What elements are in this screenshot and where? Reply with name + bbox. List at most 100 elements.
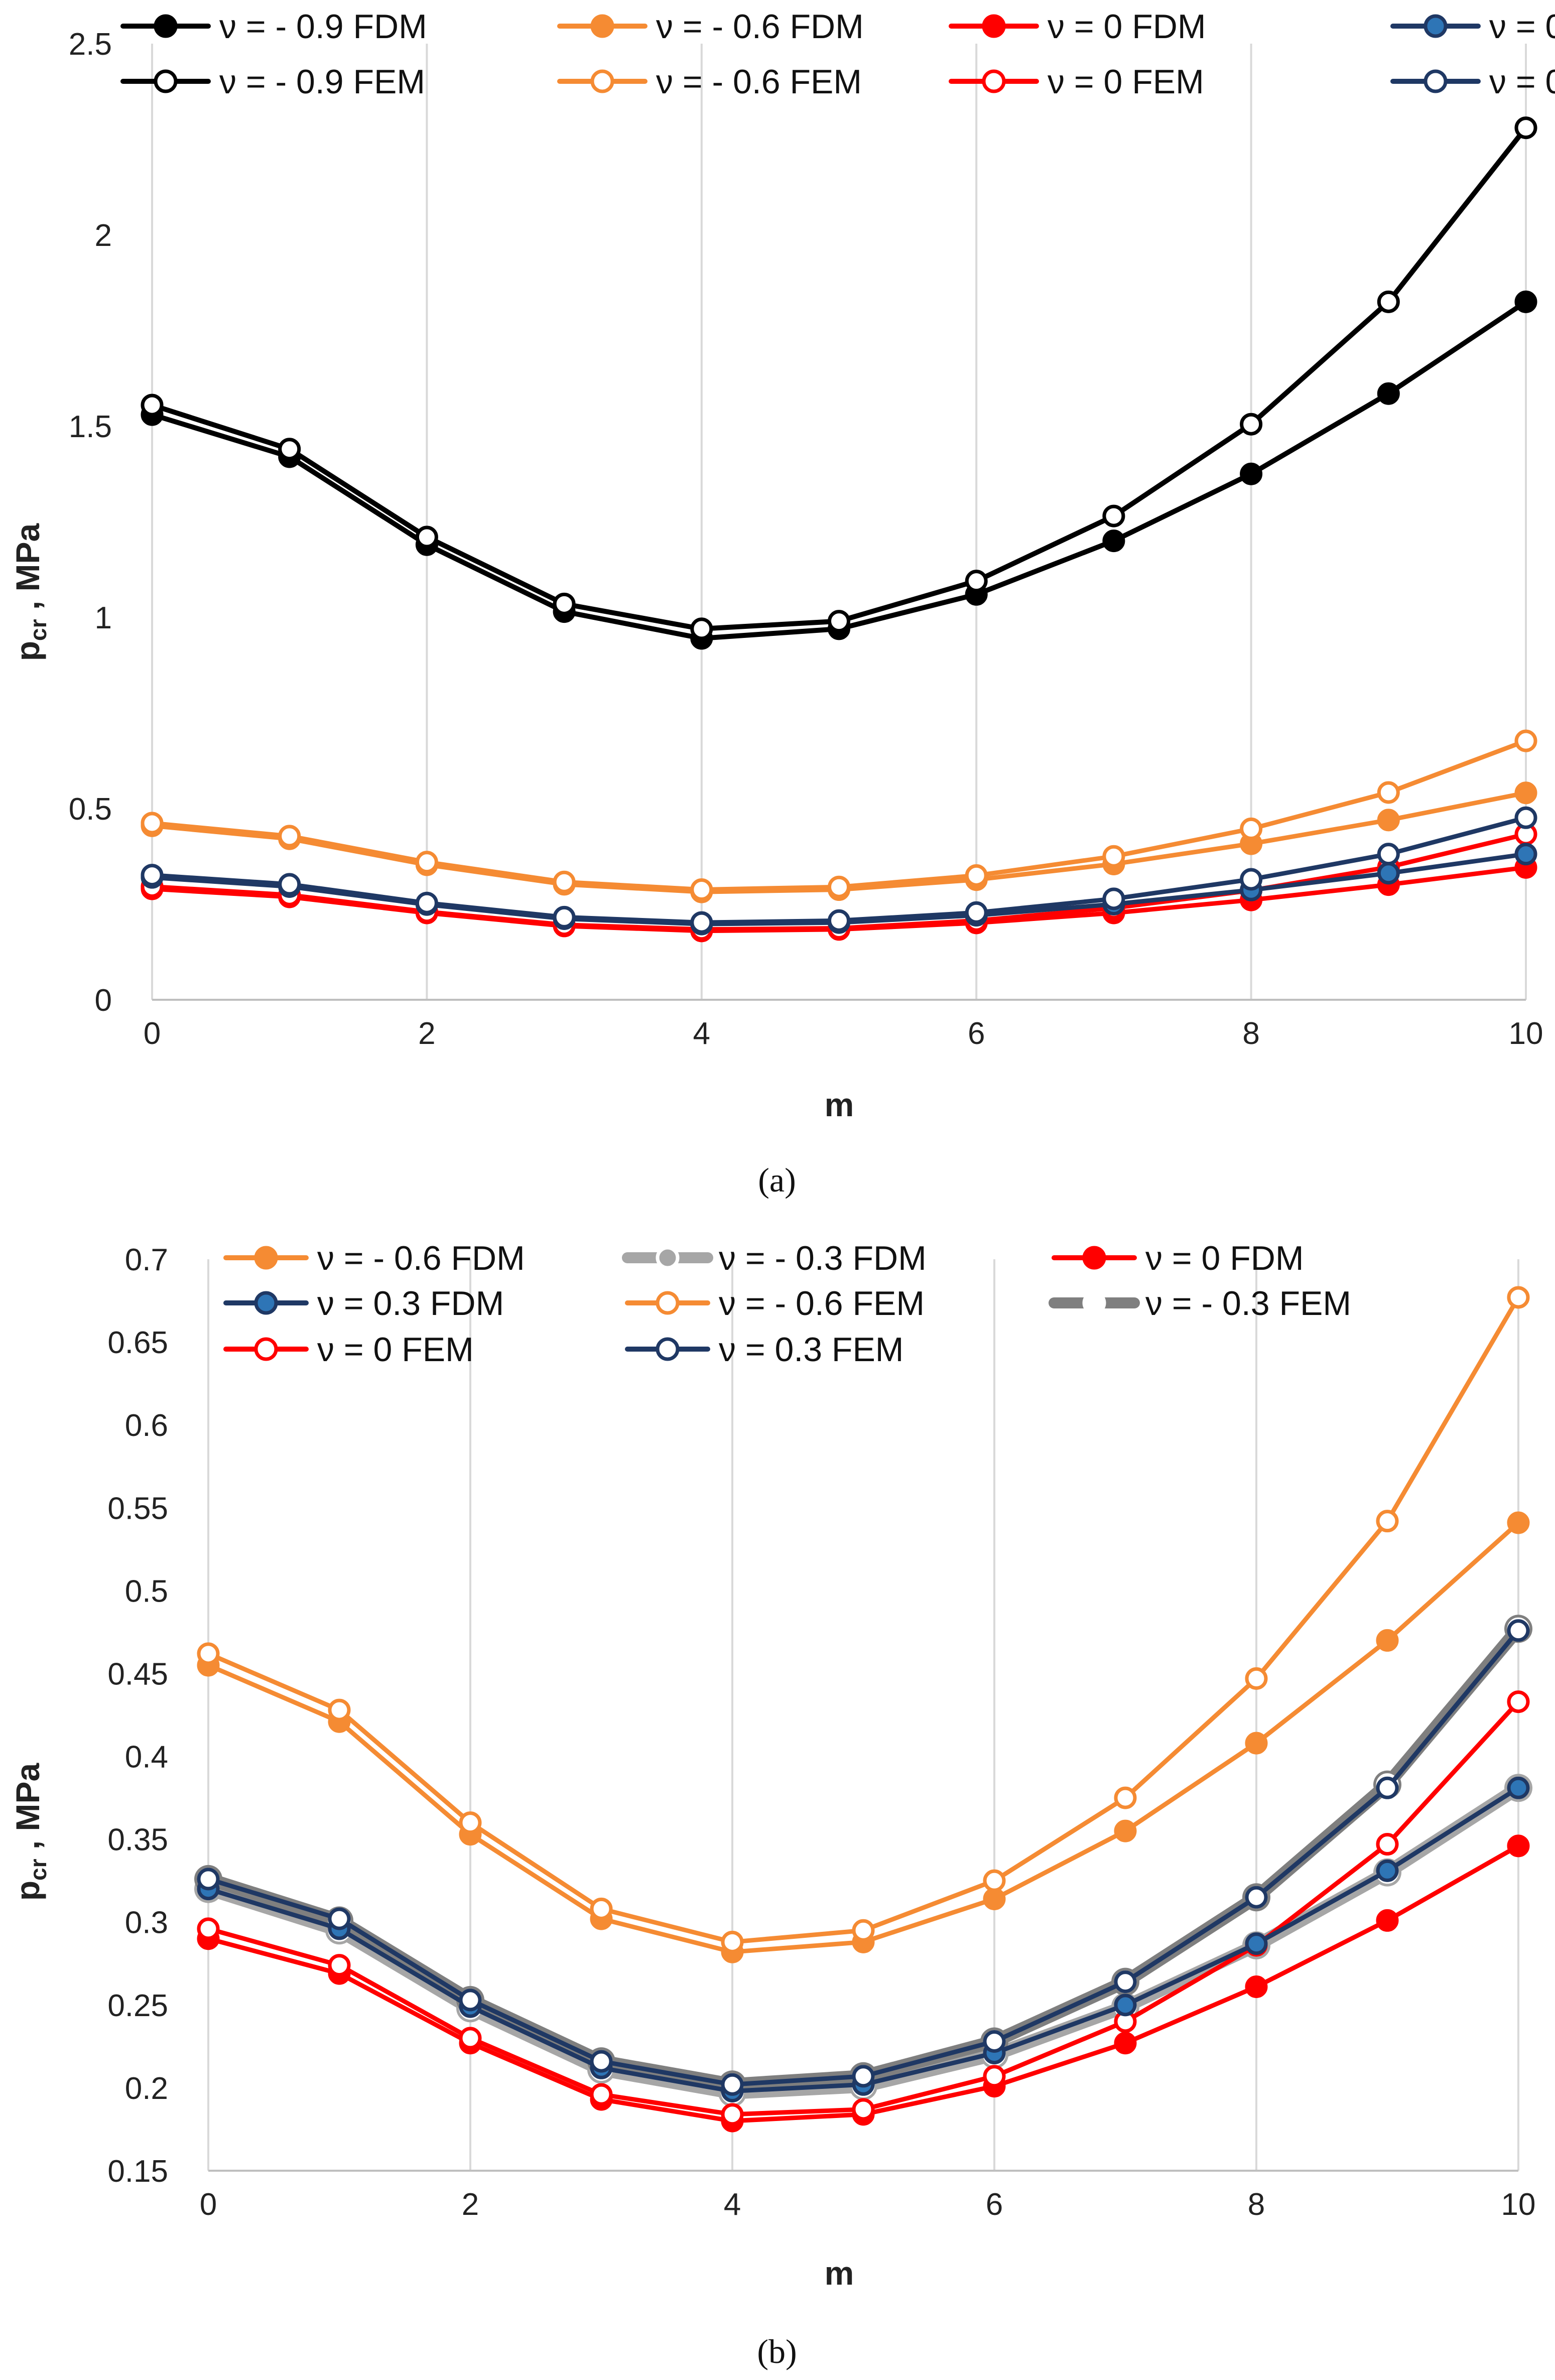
data-point <box>1114 1786 1137 1809</box>
data-point <box>721 2073 744 2096</box>
legend-label: ν = 0.3 FDM <box>317 1284 504 1323</box>
data-point <box>1245 1975 1268 1998</box>
legend-swatch-marker <box>254 1291 278 1315</box>
data-point <box>459 2027 482 2050</box>
y-tick-label: 0.5 <box>69 792 112 827</box>
data-point <box>1377 290 1400 313</box>
data-point <box>1114 1970 1137 1994</box>
data-point <box>965 901 988 924</box>
data-point <box>1376 1859 1399 1882</box>
legend-item: ν = - 0.9 FDM <box>120 8 427 46</box>
series-group-b <box>194 1286 1532 2133</box>
data-point <box>1102 845 1125 868</box>
data-point <box>459 1989 482 2012</box>
x-tick-label: 10 <box>1509 1016 1543 1051</box>
x-tick-label: 10 <box>1501 2187 1536 2222</box>
data-point <box>590 2050 613 2073</box>
y-tick-label: 0.25 <box>107 1989 168 2023</box>
data-point <box>1245 1732 1268 1755</box>
data-point <box>1376 1776 1399 1799</box>
legend-item: ν = 0.3 FDM <box>1390 8 1555 46</box>
data-point <box>1514 781 1537 805</box>
data-point <box>1507 1511 1530 1534</box>
series-n06_fem <box>141 729 1537 901</box>
legend-label: ν = - 0.9 FEM <box>219 63 425 101</box>
y-tick-label: 2.5 <box>69 27 112 62</box>
data-point <box>1240 817 1263 840</box>
y-tick-label: 0.3 <box>125 1906 168 1940</box>
data-point <box>1377 809 1400 832</box>
data-point <box>1507 1619 1530 1642</box>
data-point <box>415 891 438 914</box>
x-tick-label: 6 <box>986 2187 1003 2222</box>
series-n06_fem <box>197 1286 1530 1953</box>
x-tick-label: 2 <box>462 2187 479 2222</box>
legend-swatch-marker <box>656 1291 680 1315</box>
data-point <box>1514 806 1537 829</box>
x-axis-title-a: m <box>825 1086 854 1123</box>
series-group-a <box>141 116 1537 943</box>
data-point <box>1514 116 1537 140</box>
legend-swatch-marker <box>590 69 614 93</box>
x-tick-label: 0 <box>200 2187 217 2222</box>
data-point <box>1102 887 1125 910</box>
data-point <box>1377 843 1400 866</box>
data-point <box>983 1869 1006 1892</box>
legend-item: ν = - 0.6 FDM <box>557 8 864 46</box>
y-tick-label: 0.55 <box>107 1491 168 1526</box>
data-point <box>553 870 576 893</box>
legend-item: ν = 0.3 FEM <box>1390 63 1555 101</box>
data-point <box>197 1868 220 1891</box>
data-point <box>1376 1629 1399 1652</box>
legend-swatch-marker <box>1082 1291 1106 1315</box>
data-point <box>1514 843 1537 866</box>
data-point <box>590 2083 613 2106</box>
legend-label: ν = 0.3 FDM <box>1489 8 1555 46</box>
data-point <box>415 525 438 549</box>
panel-caption-a: (a) <box>758 1161 796 1199</box>
legend-item: ν = 0 FEM <box>949 63 1204 101</box>
y-tick-label: 0 <box>95 983 112 1018</box>
data-point <box>983 2065 1006 2088</box>
x-tick-label: 6 <box>968 1016 985 1051</box>
x-tick-label: 8 <box>1248 2187 1265 2222</box>
data-point <box>1514 290 1537 313</box>
x-tick-label: 4 <box>693 1016 710 1051</box>
x-tick-label: 2 <box>418 1016 435 1051</box>
y-axis-title-b: pcr , MPa <box>9 1762 51 1901</box>
data-point <box>141 864 164 887</box>
legend-item: ν = 0 FDM <box>1052 1239 1304 1277</box>
data-point <box>852 1919 875 1942</box>
legend-item: ν = 0.3 FEM <box>625 1331 903 1369</box>
y-tick-label: 0.4 <box>125 1740 168 1775</box>
legend-swatch-marker <box>1423 14 1448 38</box>
data-point <box>1507 1690 1530 1713</box>
legend-item: ν = 0.3 FDM <box>223 1284 504 1323</box>
data-point <box>1376 1909 1399 1932</box>
legend-label: ν = - 0.6 FDM <box>656 8 864 46</box>
x-tick-label: 0 <box>144 1016 161 1051</box>
panel-caption-b: (b) <box>757 2332 797 2370</box>
legend-item: ν = 0 FEM <box>223 1331 474 1369</box>
data-point <box>828 909 850 932</box>
legend-item: ν = - 0.3 FEM <box>1049 1284 1351 1323</box>
y-tick-label: 0.15 <box>107 2154 168 2189</box>
legend-item: ν = - 0.6 FEM <box>557 63 862 101</box>
data-point <box>197 1917 220 1940</box>
y-tick-label: 0.7 <box>125 1243 168 1277</box>
data-point <box>1102 530 1125 553</box>
data-point <box>553 905 576 929</box>
y-tick-label: 0.2 <box>125 2071 168 2106</box>
legend-label: ν = - 0.9 FDM <box>219 8 427 46</box>
data-point <box>278 873 301 896</box>
y-tick-label: 0.65 <box>107 1326 168 1360</box>
legend-swatch-marker <box>254 1246 278 1270</box>
legend-swatch-marker <box>656 1246 680 1270</box>
data-point <box>1240 413 1263 436</box>
series-p03_fem <box>141 806 1537 934</box>
legend-item: ν = - 0.6 FEM <box>625 1284 925 1323</box>
data-point <box>1245 1932 1268 1955</box>
data-point <box>141 812 164 835</box>
data-point <box>1507 1286 1530 1309</box>
